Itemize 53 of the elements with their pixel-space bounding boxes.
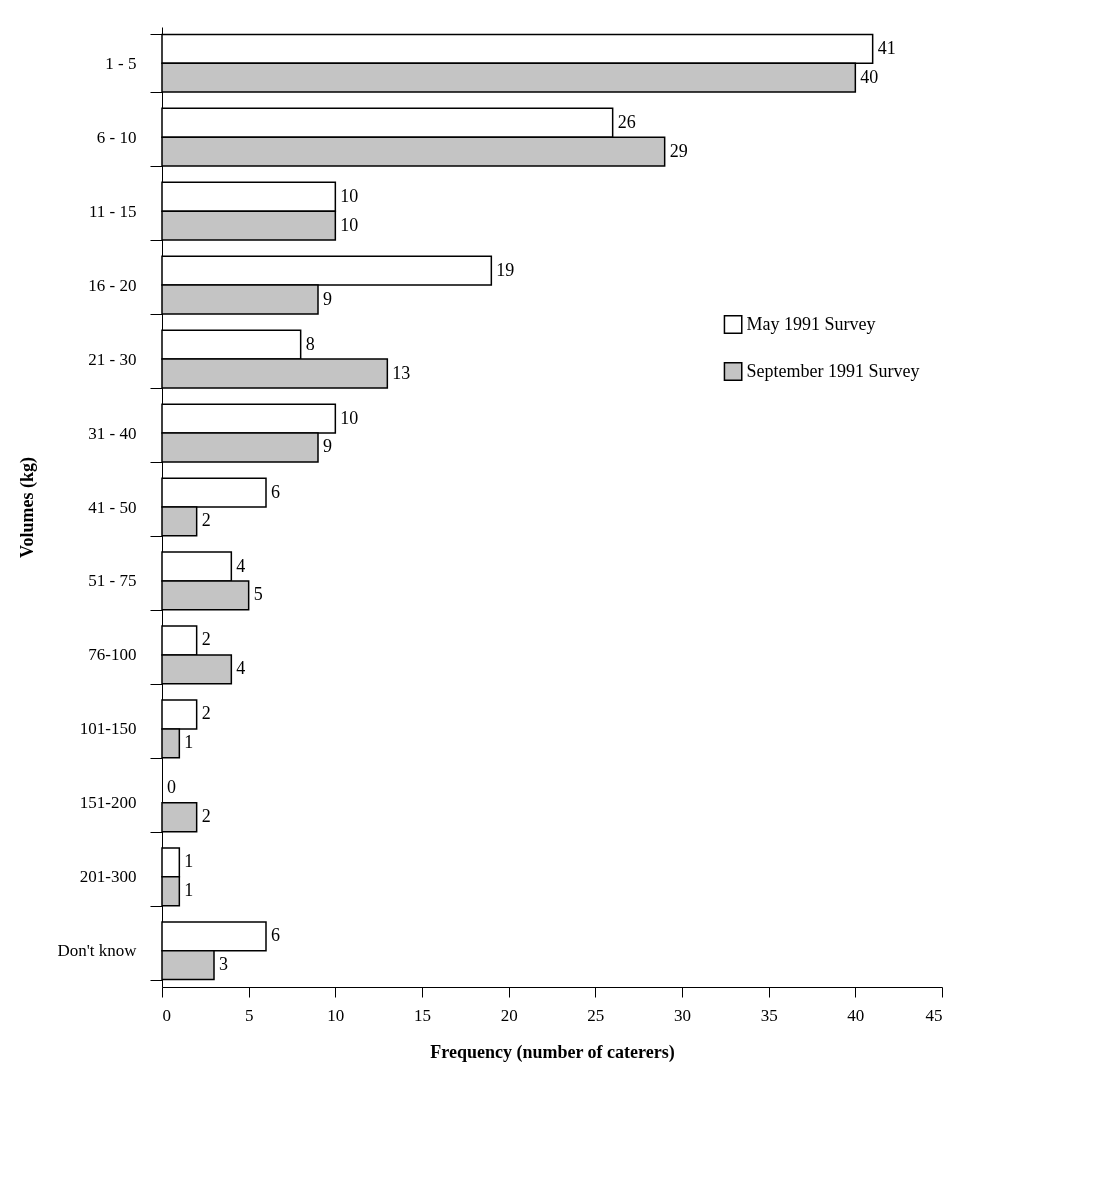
y-axis-title: Volumes (kg) bbox=[17, 457, 39, 558]
x-tick-label: 35 bbox=[760, 1005, 778, 1025]
legend-label: May 1991 Survey bbox=[746, 313, 876, 334]
y-tick-label: 76-100 bbox=[88, 645, 137, 665]
data-label: 3 bbox=[219, 954, 228, 975]
y-tick-label: 151-200 bbox=[79, 793, 137, 813]
y-tick-label: 1 - 5 bbox=[105, 53, 137, 73]
y-tick-label: 101-150 bbox=[79, 719, 137, 739]
x-tick-label: 5 bbox=[244, 1005, 254, 1025]
x-tick-label: 20 bbox=[500, 1005, 518, 1025]
legend-label: September 1991 Survey bbox=[746, 360, 920, 381]
data-label: 1 bbox=[184, 851, 194, 872]
data-label: 0 bbox=[167, 777, 176, 798]
y-tick-label: 31 - 40 bbox=[88, 423, 137, 443]
data-label: 40 bbox=[860, 66, 879, 87]
data-label: 9 bbox=[323, 436, 332, 457]
y-tick-label: Don't know bbox=[57, 941, 138, 961]
data-label: 5 bbox=[253, 584, 263, 605]
data-label: 2 bbox=[201, 806, 211, 827]
y-tick-label: 41 - 50 bbox=[88, 497, 137, 517]
data-label: 10 bbox=[340, 214, 359, 235]
y-tick-label: 11 - 15 bbox=[88, 201, 137, 221]
y-tick-label: 201-300 bbox=[79, 867, 137, 887]
data-label: 1 bbox=[184, 880, 194, 901]
x-axis-title: Frequency (number of caterers) bbox=[430, 1041, 675, 1063]
data-label: 13 bbox=[392, 362, 411, 383]
x-tick-label: 0 bbox=[162, 1005, 171, 1025]
data-label: 4 bbox=[236, 658, 246, 679]
x-tick-label: 10 bbox=[327, 1005, 345, 1025]
data-label: 6 bbox=[271, 925, 280, 946]
x-tick-label: 40 bbox=[847, 1005, 865, 1025]
data-label: 2 bbox=[201, 629, 211, 650]
y-tick-label: 6 - 10 bbox=[96, 127, 137, 147]
data-label: 19 bbox=[496, 259, 515, 280]
data-label: 1 bbox=[184, 732, 194, 753]
data-label: 2 bbox=[201, 510, 211, 531]
y-tick-label: 51 - 75 bbox=[88, 571, 137, 591]
data-label: 9 bbox=[323, 288, 332, 309]
data-label: 29 bbox=[669, 140, 688, 161]
y-tick-label: 21 - 30 bbox=[88, 349, 137, 369]
y-tick-label: 16 - 20 bbox=[88, 275, 137, 295]
x-tick-label: 45 bbox=[925, 1005, 943, 1025]
x-tick-label: 30 bbox=[674, 1005, 691, 1025]
data-label: 10 bbox=[340, 407, 359, 428]
data-label: 2 bbox=[201, 703, 211, 724]
data-label: 26 bbox=[617, 111, 636, 132]
data-label: 41 bbox=[877, 37, 896, 58]
x-tick-label: 25 bbox=[587, 1005, 605, 1025]
x-tick-label: 15 bbox=[414, 1005, 431, 1025]
data-label: 8 bbox=[305, 333, 315, 354]
data-label: 4 bbox=[236, 555, 246, 576]
data-label: 10 bbox=[340, 185, 359, 206]
data-label: 6 bbox=[271, 481, 280, 502]
